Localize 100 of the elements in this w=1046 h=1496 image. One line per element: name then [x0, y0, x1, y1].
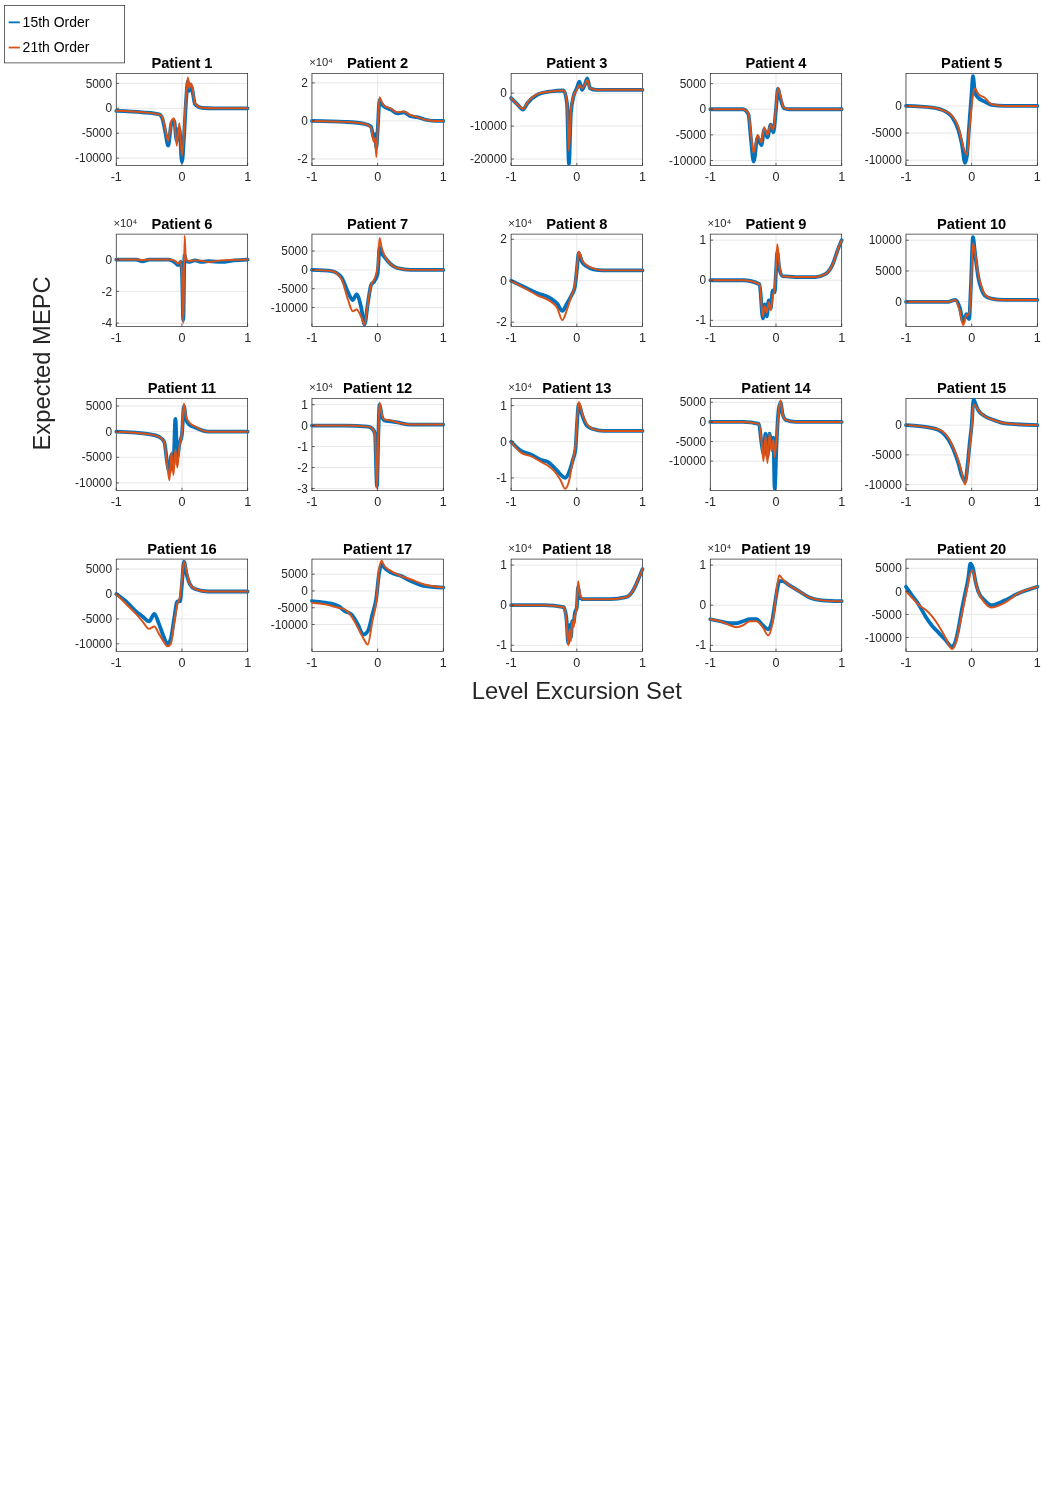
y-tick-label: -3	[297, 481, 309, 496]
x-tick-label: 1	[244, 655, 252, 670]
x-tick-label: 1	[439, 494, 447, 509]
y-tick-label: 0	[105, 252, 113, 267]
chart-title: Patient 11	[147, 379, 217, 396]
y-tick-label: 5000	[85, 399, 113, 414]
y-tick-label: -20000	[469, 152, 508, 167]
y-tick-label: 0	[105, 424, 113, 439]
x-tick-label: 1	[244, 170, 252, 184]
y-tick-label: 2	[301, 76, 308, 91]
x-tick-label: 0	[374, 655, 382, 670]
y-tick-label: -10000	[270, 617, 309, 632]
y-tick-label: 0	[699, 273, 707, 288]
y-tick-label: 0	[301, 263, 309, 278]
x-tick-label: 0	[374, 330, 382, 345]
text: ×10⁴	[508, 381, 533, 394]
text: ×10⁴	[508, 542, 533, 555]
x-tick-label: 1	[439, 330, 447, 345]
chart-title: Patient 3	[546, 54, 608, 71]
x-tick-label: 0	[968, 494, 976, 509]
y-tick-label: -10000	[270, 300, 309, 315]
y-tick-label: -10000	[864, 630, 903, 645]
x-tick-label: 0	[374, 494, 382, 509]
y-tick-label: -1	[297, 439, 309, 454]
x-tick-label: 1	[639, 655, 646, 670]
y-tick-label: 5000	[281, 244, 309, 259]
y-tick-label: 0	[301, 584, 309, 599]
chart-title: Patient 13	[542, 379, 612, 396]
chart-title: Patient 20	[937, 540, 1007, 557]
y-tick-label: -10000	[75, 151, 113, 166]
y-tick-label: -2	[297, 152, 308, 167]
x-tick-label: 1	[838, 494, 846, 509]
y-tick-label: 0	[500, 86, 508, 101]
x-tick-label: 0	[772, 655, 780, 670]
text: ×10⁴	[508, 217, 533, 230]
y-tick-label: 2	[500, 232, 507, 247]
y-tick-label: -10000	[864, 477, 903, 492]
x-tick-label: 1	[1033, 494, 1041, 509]
y-tick-label: 1	[301, 397, 309, 412]
x-tick-label: 0	[573, 170, 581, 184]
y-tick-label: 0	[699, 415, 707, 430]
x-tick-label: 1	[439, 170, 447, 184]
y-tick-label: 0	[895, 418, 903, 433]
y-tick-label: -5000	[675, 434, 707, 449]
y-tick-label: -10000	[469, 119, 508, 134]
x-tick-label: 1	[838, 330, 846, 345]
y-tick-label: 5000	[679, 76, 707, 91]
legend-label: 15th Order	[22, 14, 90, 31]
x-tick-label: 1	[1033, 170, 1041, 184]
y-tick-label: -10000	[75, 637, 113, 652]
y-tick-label: 1	[500, 558, 508, 573]
chart-title: Patient 12	[343, 379, 413, 396]
y-tick-label: 0	[895, 584, 903, 599]
y-tick-label: -5000	[81, 612, 113, 627]
y-tick-label: 1	[500, 398, 508, 413]
chart-title: Patient 16	[147, 540, 217, 557]
text: ×10⁴	[707, 542, 732, 555]
y-tick-label: 0	[500, 273, 508, 288]
chart-title: Patient 19	[741, 540, 811, 557]
x-tick-label: 0	[573, 494, 581, 509]
chart-title: Patient 6	[151, 215, 213, 232]
y-tick-label: 0	[895, 294, 903, 309]
y-tick-label: 5000	[281, 567, 309, 582]
y-tick-label: -1	[695, 313, 707, 328]
y-tick-label: -5000	[277, 600, 309, 615]
y-tick-label: 5000	[875, 264, 903, 279]
y-tick-label: -5000	[675, 128, 707, 143]
y-tick-label: -2	[496, 315, 507, 330]
y-tick-label: 0	[699, 598, 707, 613]
chart-title: Patient 4	[745, 54, 808, 71]
x-tick-label: 0	[968, 330, 976, 345]
y-tick-label: 0	[500, 598, 508, 613]
text: ×10⁴	[113, 217, 138, 230]
legend-label: 21th Order	[22, 39, 90, 56]
y-tick-label: 10000	[868, 233, 903, 248]
x-tick-label: 0	[374, 170, 382, 184]
y-tick-label: -4	[101, 316, 113, 331]
x-tick-label: 1	[1033, 655, 1041, 670]
y-tick-label: 0	[895, 99, 903, 114]
y-tick-label: 0	[301, 418, 309, 433]
y-tick-label: -10000	[669, 153, 707, 168]
y-tick-label: -1	[496, 638, 508, 653]
y-tick-label: 5000	[679, 395, 707, 410]
y-tick-label: -10000	[75, 476, 113, 491]
chart-title: Patient 8	[546, 215, 608, 232]
chart-title: Patient 2	[347, 54, 409, 71]
y-tick-label: -5000	[277, 281, 309, 296]
y-tick-label: -10000	[669, 454, 707, 469]
chart-title: Patient 14	[741, 379, 812, 396]
y-tick-label: 5000	[85, 76, 113, 91]
x-tick-label: 0	[178, 494, 186, 509]
text: ×10⁴	[707, 217, 732, 230]
y-tick-label: 0	[699, 102, 707, 117]
y-tick-label: 0	[105, 587, 113, 602]
chart-title: Patient 1	[151, 54, 213, 71]
y-tick-label: 0	[301, 114, 309, 129]
y-tick-label: -5000	[871, 607, 903, 622]
x-axis-title: Level Excursion Set	[471, 676, 683, 704]
y-tick-label: 0	[105, 101, 113, 116]
x-tick-label: 1	[639, 170, 646, 184]
